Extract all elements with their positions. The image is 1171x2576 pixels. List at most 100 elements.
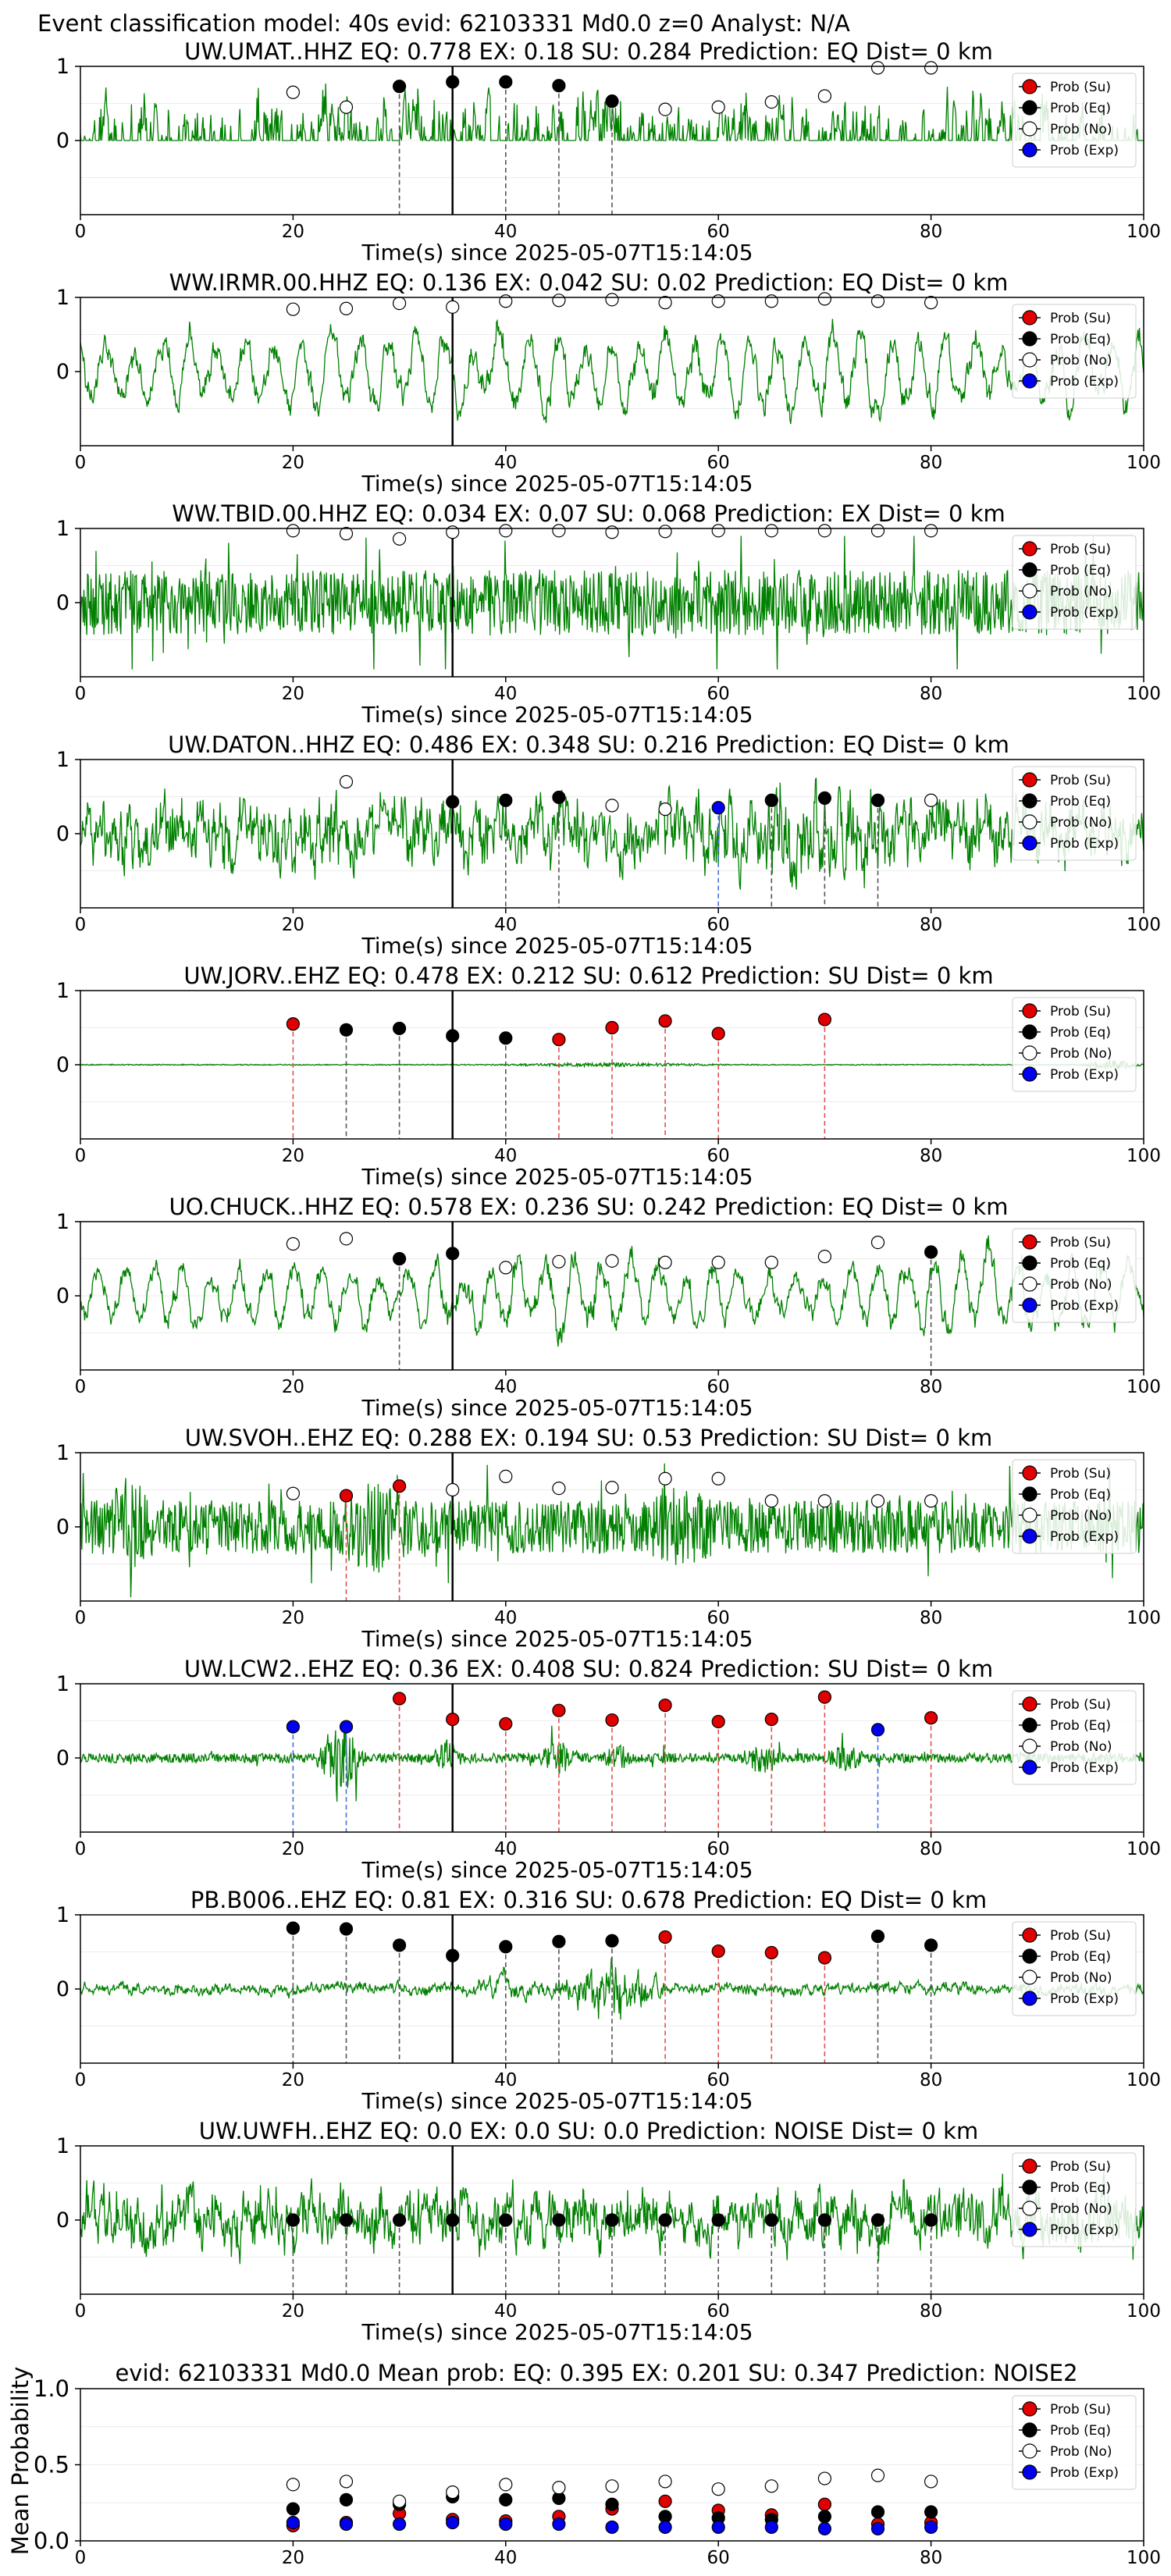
- prob-point-no: [339, 774, 354, 789]
- prob-point-no: [286, 85, 300, 99]
- prob-point-no: [658, 1471, 672, 1485]
- prob-point-no: [924, 524, 938, 538]
- trace-panel: UW.UWFH..EHZ EQ: 0.0 EX: 0.0 SU: 0.0 Pre…: [56, 2118, 1161, 2345]
- prob-point-no: [499, 294, 513, 308]
- x-tick-label: 60: [707, 1608, 730, 1628]
- prob-point-no: [817, 292, 832, 306]
- x-tick-label: 20: [282, 2301, 304, 2322]
- prob-point-su: [711, 1026, 725, 1041]
- prob-point-su: [817, 1951, 832, 1965]
- legend-label: Prob (Eq): [1050, 794, 1111, 809]
- legend: Prob (Su) Prob (Eq) Prob (No) Prob (Exp): [1012, 1228, 1137, 1323]
- waveform: [80, 1958, 1144, 2020]
- panel-title: WW.IRMR.00.HHZ EQ: 0.136 EX: 0.042 SU: 0…: [169, 269, 1009, 296]
- mean-point-exp: [711, 2520, 725, 2535]
- x-tick-label: 60: [707, 1839, 730, 1859]
- prob-point-su: [499, 1717, 513, 1731]
- x-axis-label: Time(s) since 2025-05-07T15:14:05: [361, 1626, 753, 1652]
- x-tick-label: 0: [75, 1146, 87, 1166]
- legend-label: Prob (Eq): [1050, 1949, 1111, 1965]
- x-tick-label: 20: [282, 915, 304, 935]
- mean-point-exp: [552, 2517, 566, 2532]
- waveform-group: [80, 318, 1144, 425]
- prob-point-no: [339, 1232, 354, 1246]
- waveform: [80, 1463, 1144, 1598]
- x-tick-label: 20: [282, 1608, 304, 1628]
- trace-panel: UW.JORV..EHZ EQ: 0.478 EX: 0.212 SU: 0.6…: [56, 962, 1161, 1190]
- x-axis-label: Time(s) since 2025-05-07T15:14:05: [361, 1164, 753, 1190]
- legend-marker-su: [1022, 1003, 1038, 1019]
- mean-point-eq: [924, 2505, 938, 2519]
- x-tick-label: 20: [282, 1839, 304, 1859]
- prob-point-su: [658, 1698, 672, 1713]
- prob-point-eq: [499, 2213, 513, 2227]
- y-tick-label: 0.5: [34, 2452, 69, 2478]
- mean-point-no: [499, 2478, 513, 2492]
- legend-label: Prob (Exp): [1050, 1067, 1119, 1083]
- panel-title: PB.B006..EHZ EQ: 0.81 EX: 0.316 SU: 0.67…: [190, 1887, 987, 1913]
- legend-label: Prob (Exp): [1050, 605, 1119, 621]
- x-tick-label: 80: [920, 1377, 942, 1397]
- prob-point-no: [924, 793, 938, 807]
- y-tick-label: 1: [56, 1210, 69, 1234]
- legend: Prob (Su) Prob (Eq) Prob (No) Prob (Exp): [1012, 535, 1137, 630]
- legend-label: Prob (Exp): [1050, 143, 1119, 158]
- prob-point-no: [605, 799, 619, 813]
- legend-label: Prob (Su): [1050, 773, 1111, 788]
- prob-point-eq: [393, 1251, 407, 1266]
- y-tick-label: 0: [56, 1746, 69, 1770]
- prob-point-no: [711, 100, 725, 114]
- x-tick-label: 80: [920, 222, 942, 242]
- mean-point-eq: [339, 2492, 354, 2507]
- prob-point-no: [605, 1254, 619, 1268]
- legend-marker-eq: [1022, 1255, 1038, 1271]
- prob-point-no: [286, 524, 300, 538]
- panel-title: UW.DATON..HHZ EQ: 0.486 EX: 0.348 SU: 0.…: [168, 731, 1009, 758]
- legend-label: Prob (No): [1050, 2201, 1112, 2217]
- waveform-group: [80, 1958, 1144, 2020]
- prob-point-no: [870, 524, 885, 538]
- mean-point-su: [658, 2494, 672, 2508]
- prob-point-no: [605, 293, 619, 307]
- prob-point-su: [286, 1017, 300, 1031]
- prob-point-eq: [817, 2213, 832, 2227]
- legend-marker-su: [1022, 1927, 1038, 1943]
- legend-box: [1012, 2395, 1137, 2490]
- mean-point-exp: [339, 2517, 354, 2532]
- prob-point-eq: [286, 1921, 300, 1935]
- x-axis-label: Time(s) since 2025-05-07T15:14:05: [361, 2088, 753, 2114]
- legend-label: Prob (No): [1050, 1739, 1112, 1755]
- waveform-group: [80, 1235, 1144, 1347]
- mean-point-exp: [764, 2520, 778, 2535]
- prob-point-eq: [339, 1922, 354, 1936]
- prob-point-eq: [393, 2213, 407, 2227]
- legend-marker-exp: [1022, 604, 1038, 620]
- x-tick-label: 60: [707, 222, 730, 242]
- prob-point-eq: [817, 791, 832, 806]
- y-tick-label: 0: [56, 1515, 69, 1539]
- prob-point-eq: [924, 1245, 938, 1259]
- x-tick-label: 0: [75, 1608, 87, 1628]
- x-tick-label: 80: [920, 1608, 942, 1628]
- prob-point-eq: [393, 1021, 407, 1036]
- legend-marker-exp: [1022, 1759, 1038, 1775]
- prob-point-no: [711, 1471, 725, 1485]
- legend-label: Prob (Eq): [1050, 2423, 1111, 2439]
- prob-point-su: [605, 1020, 619, 1035]
- prob-point-no: [552, 1254, 566, 1268]
- prob-point-su: [552, 1033, 566, 1047]
- x-tick-label: 60: [707, 2548, 730, 2568]
- mean-point-no: [552, 2481, 566, 2495]
- prob-point-no: [605, 1481, 619, 1495]
- legend-label: Prob (Exp): [1050, 1760, 1119, 1776]
- prob-point-eq: [605, 1934, 619, 1948]
- x-tick-label: 80: [920, 453, 942, 473]
- legend-marker-eq: [1022, 100, 1038, 116]
- prob-point-exp: [711, 801, 725, 815]
- prob-point-exp: [286, 1720, 300, 1734]
- legend-marker-exp: [1022, 142, 1038, 158]
- legend-box: [1012, 1228, 1137, 1323]
- y-tick-label: 0: [56, 591, 69, 615]
- prob-point-eq: [393, 80, 407, 94]
- trace-panel: UW.DATON..HHZ EQ: 0.486 EX: 0.348 SU: 0.…: [56, 731, 1161, 959]
